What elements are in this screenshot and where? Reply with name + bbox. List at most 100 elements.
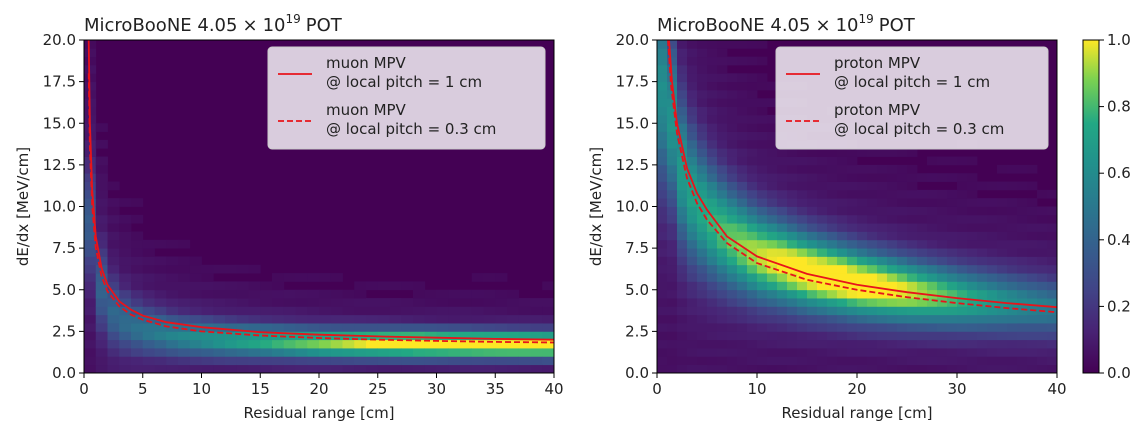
heatmap-cell <box>225 364 238 374</box>
heatmap-cell <box>677 364 688 374</box>
heatmap-cell <box>817 198 828 207</box>
heatmap-cell <box>483 298 496 307</box>
heatmap-cell <box>677 356 688 366</box>
heatmap-cell <box>817 364 828 374</box>
title-exponent: 19 <box>285 12 300 26</box>
heatmap-cell <box>867 206 878 216</box>
x-tick-label: 0 <box>652 380 662 398</box>
y-tick-label: 7.5 <box>625 239 649 257</box>
heatmap-cell <box>717 148 728 157</box>
heatmap-cell <box>967 214 978 224</box>
heatmap-cell <box>460 331 473 341</box>
heatmap-cell <box>389 314 402 324</box>
heatmap-cell <box>1047 339 1058 349</box>
heatmap-cell <box>727 239 738 249</box>
heatmap-cell <box>677 64 688 74</box>
heatmap-cell <box>166 314 179 324</box>
heatmap-cell <box>747 106 758 116</box>
heatmap-cell <box>677 114 688 124</box>
heatmap-cell <box>737 198 748 207</box>
heatmap-cell <box>827 298 838 307</box>
heatmap-cell <box>727 81 738 91</box>
heatmap-cell <box>1027 206 1038 216</box>
heatmap-cell <box>707 214 718 224</box>
y-tick-label: 20.0 <box>616 31 649 49</box>
heatmap-cell <box>757 339 768 349</box>
heatmap-cell <box>907 181 918 191</box>
heatmap-cell <box>797 331 808 341</box>
heatmap-cell <box>166 273 179 282</box>
heatmap-cell <box>687 81 698 91</box>
heatmap-cell <box>947 323 958 332</box>
heatmap-cell <box>737 181 748 191</box>
heatmap-cell <box>727 314 738 324</box>
heatmap-cell <box>887 223 898 232</box>
heatmap-cell <box>1047 273 1058 282</box>
heatmap-cell <box>917 339 928 349</box>
heatmap-cell <box>1037 339 1048 349</box>
heatmap-cell <box>377 306 390 316</box>
heatmap-cell <box>917 248 928 257</box>
heatmap-cell <box>727 189 738 199</box>
heatmap-cell <box>757 256 768 266</box>
heatmap-cell <box>377 356 390 366</box>
heatmap-cell <box>757 206 768 216</box>
heatmap-cell <box>657 89 668 99</box>
heatmap-cell <box>727 298 738 307</box>
heatmap-cell <box>272 289 285 299</box>
heatmap-cell <box>354 348 367 357</box>
heatmap-cell <box>178 264 191 274</box>
heatmap-cell <box>777 214 788 224</box>
heatmap-cell <box>807 189 818 199</box>
heatmap-cell <box>927 206 938 216</box>
heatmap-cell <box>917 331 928 341</box>
heatmap-cell <box>707 314 718 324</box>
heatmap-cell <box>737 206 748 216</box>
heatmap-cell <box>787 206 798 216</box>
heatmap-cell <box>737 223 748 232</box>
heatmap-cell <box>424 323 437 332</box>
heatmap-cell <box>342 348 355 357</box>
heatmap-cell <box>797 348 808 357</box>
heatmap-cell <box>295 289 308 299</box>
heatmap-cell <box>154 323 167 332</box>
x-tick-label: 30 <box>947 380 966 398</box>
heatmap-cell <box>166 264 179 274</box>
heatmap-cell <box>737 98 748 107</box>
heatmap-cell <box>967 248 978 257</box>
heatmap-cell <box>847 306 858 316</box>
y-tick-label: 12.5 <box>43 156 76 174</box>
heatmap-cell <box>507 339 520 349</box>
heatmap-cell <box>907 281 918 291</box>
heatmap-cell <box>727 289 738 299</box>
heatmap-cell <box>707 348 718 357</box>
heatmap-cell <box>747 98 758 107</box>
heatmap-cell <box>471 364 484 374</box>
heatmap-cell <box>837 364 848 374</box>
heatmap-cell <box>847 231 858 241</box>
heatmap-cell <box>1027 231 1038 241</box>
legend-box <box>267 46 546 150</box>
heatmap-cell <box>937 289 948 299</box>
heatmap-cell <box>767 198 778 207</box>
heatmap-cell <box>787 289 798 299</box>
heatmap-cell <box>542 314 555 324</box>
heatmap-cell <box>907 273 918 282</box>
heatmap-cell <box>837 189 848 199</box>
heatmap-cell <box>377 298 390 307</box>
heatmap-cell <box>677 223 688 232</box>
heatmap-cell <box>957 339 968 349</box>
heatmap-cell <box>787 314 798 324</box>
heatmap-cell <box>354 364 367 374</box>
heatmap-cell <box>667 231 678 241</box>
heatmap-cell <box>757 273 768 282</box>
heatmap-cell <box>737 73 748 83</box>
heatmap-cell <box>201 356 214 366</box>
heatmap-cell <box>667 106 678 116</box>
heatmap-cell <box>817 289 828 299</box>
heatmap-cell <box>1027 289 1038 299</box>
heatmap-cell <box>248 298 261 307</box>
x-tick-label: 40 <box>544 380 563 398</box>
heatmap-cell <box>927 364 938 374</box>
heatmap-cell <box>1017 323 1028 332</box>
